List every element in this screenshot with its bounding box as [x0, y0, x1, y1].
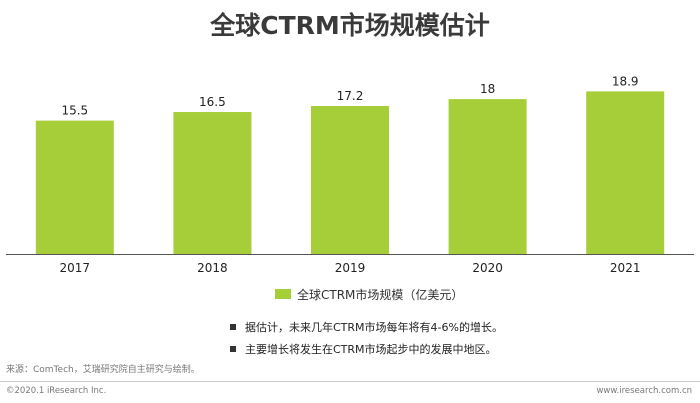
bullet-icon [230, 324, 236, 330]
note-text: 据估计，未来几年CTRM市场每年将有4-6%的增长。 [245, 321, 503, 334]
x-tick-label-2020: 2020 [472, 261, 503, 275]
note-text: 主要增长将发生在CTRM市场起步中的发展中地区。 [245, 343, 497, 356]
legend-swatch [275, 289, 291, 299]
bar-2018 [173, 112, 252, 254]
chart-legend: 全球CTRM市场规模（亿美元） [275, 286, 463, 302]
data-label-2017: 15.5 [61, 104, 88, 118]
website-text: www.iresearch.com.cn [596, 386, 692, 396]
bar-chart: 15.5 2017 16.5 2018 17.2 2019 18 2020 18.9 2021 [6, 74, 694, 275]
bar-2019 [311, 106, 389, 254]
bullet-icon [230, 346, 236, 352]
note-item: 据估计，未来几年CTRM市场每年将有4-6%的增长。 [230, 316, 503, 338]
bar-2021 [586, 91, 665, 254]
x-tick-label-2019: 2019 [335, 261, 366, 275]
bar-2020 [448, 99, 527, 255]
legend-label: 全球CTRM市场规模（亿美元） [297, 287, 464, 302]
data-label-2018: 16.5 [199, 95, 226, 109]
data-label-2021: 18.9 [612, 74, 639, 88]
notes-list: 据估计，未来几年CTRM市场每年将有4-6%的增长。 主要增长将发生在CTRM市… [230, 316, 503, 360]
x-tick-label-2017: 2017 [60, 261, 91, 275]
data-label-2019: 17.2 [337, 89, 364, 103]
bar-2017 [35, 120, 114, 255]
x-tick-label-2021: 2021 [610, 261, 641, 275]
source-text: 来源：ComTech，艾瑞研究院自主研究与绘制。 [6, 365, 200, 375]
chart-title: 全球CTRM市场规模估计 [210, 11, 490, 40]
note-item: 主要增长将发生在CTRM市场起步中的发展中地区。 [230, 338, 503, 360]
footer-divider [0, 381, 700, 382]
x-tick-label-2018: 2018 [197, 261, 228, 275]
data-label-2020: 18 [480, 82, 495, 96]
copyright-text: ©2020.1 iResearch Inc. [6, 386, 107, 396]
